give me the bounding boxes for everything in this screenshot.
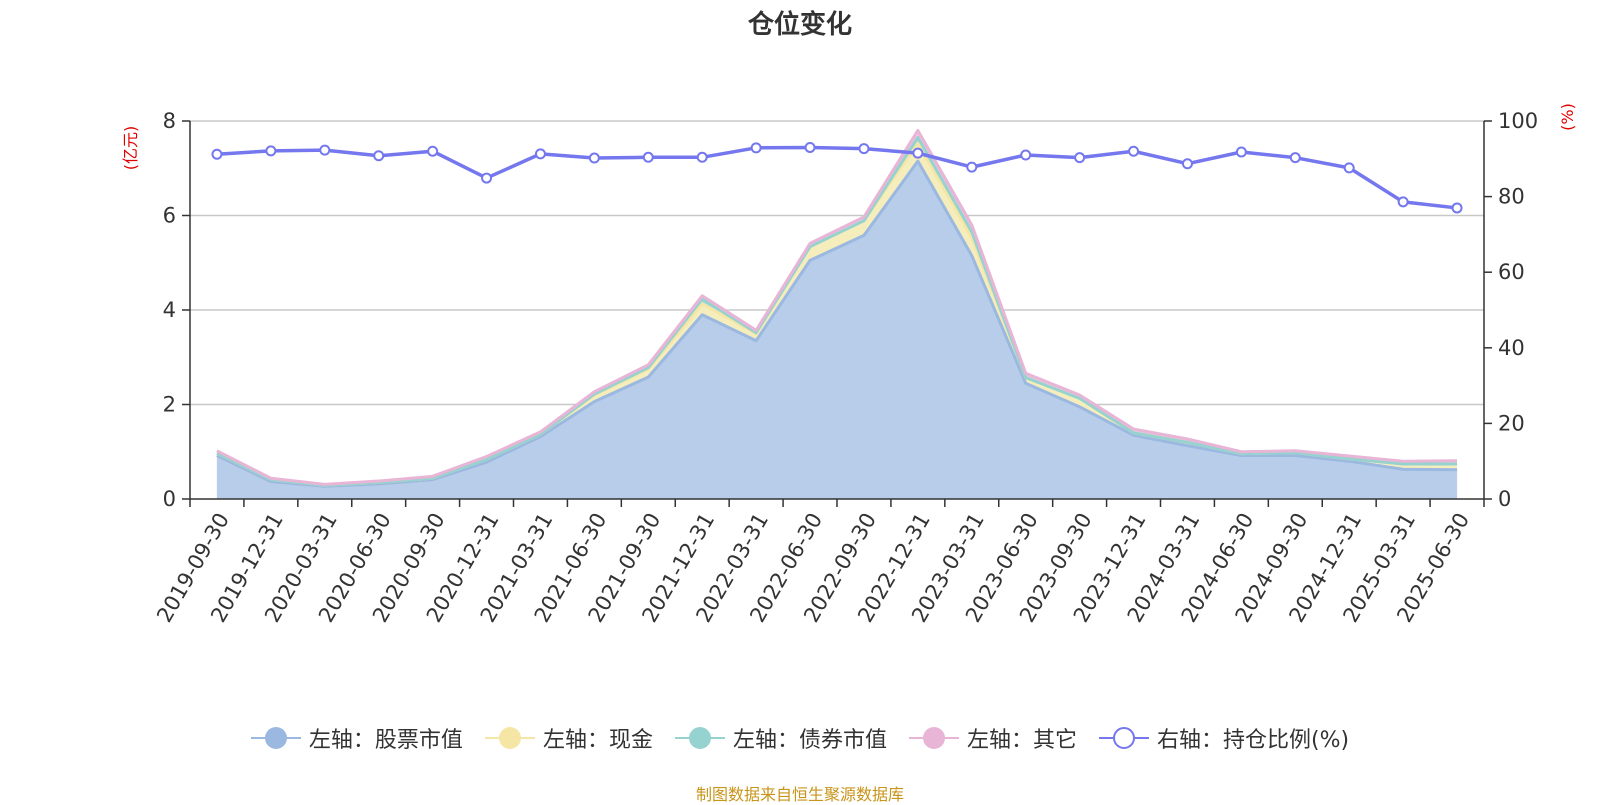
right-axis-tick-label: 40 bbox=[1498, 336, 1525, 360]
ratio-point bbox=[373, 150, 385, 162]
ratio-point bbox=[534, 148, 546, 160]
ratio-point bbox=[1074, 152, 1086, 164]
ratio-point bbox=[1235, 146, 1247, 158]
ratio-line-path bbox=[216, 145, 1458, 210]
stacked-areas bbox=[216, 128, 1458, 499]
left-axis-unit: (亿元) bbox=[121, 126, 140, 171]
ratio-point bbox=[265, 145, 277, 157]
legend: 左轴：股票市值 左轴：现金 左轴：债券市值 左轴：其它 右轴：持仓比例(%) bbox=[0, 722, 1600, 754]
right-axis-tick-label: 60 bbox=[1498, 260, 1525, 284]
ratio-line bbox=[211, 141, 1463, 214]
ratio-point bbox=[427, 145, 439, 157]
ratio-point bbox=[912, 147, 924, 159]
ratio-point bbox=[1128, 145, 1140, 157]
ratio-point bbox=[319, 144, 331, 156]
right-axis-tick-label: 80 bbox=[1498, 185, 1525, 209]
legend-label: 左轴：股票市值 bbox=[308, 728, 463, 753]
right-axis-tick-label: 0 bbox=[1498, 487, 1511, 511]
legend-label: 左轴：现金 bbox=[542, 728, 653, 753]
ratio-point bbox=[642, 151, 654, 163]
right-axis-tick-label: 20 bbox=[1498, 411, 1525, 435]
ratio-point bbox=[696, 151, 708, 163]
left-axis-tick-label: 2 bbox=[163, 393, 176, 417]
chart-title: 仓位变化 bbox=[747, 10, 852, 40]
data-source-note: 制图数据来自恒生聚源数据库 bbox=[695, 785, 904, 804]
left-axis-tick-label: 4 bbox=[163, 298, 176, 322]
legend-item[interactable]: 左轴：其它 bbox=[908, 722, 1077, 754]
ratio-point bbox=[1343, 162, 1355, 174]
legend-label: 左轴：债券市值 bbox=[732, 728, 887, 753]
area-edge-左轴：债券市值 bbox=[216, 136, 1458, 487]
area-edge-左轴：其它 bbox=[216, 128, 1458, 486]
ratio-point bbox=[1451, 202, 1463, 214]
ratio-point bbox=[858, 143, 870, 155]
ratio-point bbox=[1020, 149, 1032, 161]
ratio-point bbox=[211, 148, 223, 160]
ratio-point bbox=[588, 152, 600, 164]
ratio-point bbox=[966, 161, 978, 173]
legend-item[interactable]: 左轴：股票市值 bbox=[250, 722, 463, 754]
legend-swatch-icon bbox=[674, 726, 725, 750]
ratio-point bbox=[804, 141, 816, 153]
legend-swatch-icon bbox=[250, 726, 301, 750]
legend-swatch-icon bbox=[908, 726, 959, 750]
ratio-point bbox=[750, 142, 762, 154]
legend-item[interactable]: 右轴：持仓比例(%) bbox=[1098, 722, 1350, 754]
left-axis-tick-label: 6 bbox=[163, 204, 176, 228]
legend-label: 左轴：其它 bbox=[966, 728, 1077, 753]
left-axis-tick-label: 0 bbox=[163, 487, 176, 511]
ratio-point bbox=[1181, 158, 1193, 170]
legend-label: 右轴：持仓比例(%) bbox=[1156, 728, 1350, 753]
ratio-point bbox=[1397, 196, 1409, 208]
right-axis-unit: (%) bbox=[1558, 103, 1577, 131]
ratio-point bbox=[481, 172, 493, 184]
left-axis-tick-label: 8 bbox=[163, 109, 176, 133]
legend-item[interactable]: 左轴：债券市值 bbox=[674, 722, 887, 754]
ratio-point bbox=[1289, 152, 1301, 164]
right-axis-tick-label: 100 bbox=[1498, 109, 1538, 133]
legend-swatch-icon bbox=[484, 726, 535, 750]
legend-swatch-icon bbox=[1098, 726, 1149, 750]
area-左轴：股票市值 bbox=[216, 161, 1458, 499]
legend-item[interactable]: 左轴：现金 bbox=[484, 722, 653, 754]
